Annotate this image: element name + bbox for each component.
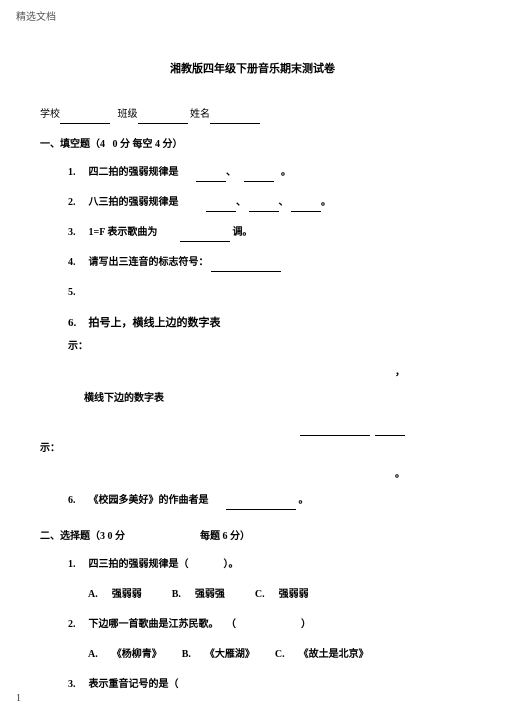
q2-b2 [249,200,279,212]
s2-q2: 2. 下边哪一首歌曲是江苏民歌。 （ ） [68,616,465,634]
label-class: 班级 [118,109,138,120]
label-school: 学校 [40,109,60,120]
q6: 6. 拍号上，横线上边的数字表 [68,314,465,334]
q1-b2 [244,170,274,182]
o1c: 强弱弱 [279,589,309,600]
q4-text: 请写出三连音的标志符号： [89,257,209,268]
o1a: 强弱弱 [112,589,142,600]
oc: C. [255,589,265,600]
q6c-text: 《校园多美好》的作曲者是 [89,495,209,506]
dot1: 。 [281,167,291,178]
q2-b3 [291,200,321,212]
q2-text: 八三拍的强弱规律是 [89,197,179,208]
q3-text-b: 调。 [232,227,252,238]
q3-text-a: 1=F 表示歌曲为 [89,227,158,238]
section2-head: 二、选择题（3 0 分 每题 6 分） [40,528,465,546]
o2a: 《杨柳青》 [112,649,162,660]
q6-shi: 示： [68,338,465,356]
s2-q1-num: 1. [68,556,86,574]
blank-class [138,112,188,124]
s2-q2-num: 2. [68,616,86,634]
section1-head: 一、填空题（4 0 分 每空 4 分） [40,136,465,154]
q6-dot: ， [40,364,465,382]
s2-q1: 1. 四三拍的强弱规律是（ ）。 [68,556,465,574]
s2-head-b: 每题 6 分） [200,528,250,546]
dot2: 。 [321,197,331,208]
q3: 3. 1=F 表示歌曲为 调。 [68,224,465,242]
oa2: A. [88,649,98,660]
blank-school [60,112,110,124]
s2-q2-text-b: （ [226,619,236,630]
q6b-dot: 。 [40,466,465,484]
q6b: 横线下边的数字表 [84,390,465,408]
o2b: 《大雁湖》 [205,649,255,660]
s2-q1-opts: A. 强弱弱 B. 强弱强 C. 强弱弱 [88,586,465,604]
q6b-b1 [300,424,370,436]
s2-q3-num: 3. [68,676,86,694]
comma1: ， [395,367,405,378]
q2-b1 [206,200,236,212]
oc2: C. [275,649,285,660]
q6-num: 6. [68,314,86,334]
s2-q3: 3. 表示重音记号的是（ [68,676,465,694]
q6c-num: 6. [68,492,86,510]
q5: 5. [68,284,465,302]
q6-text: 拍号上，横线上边的数字表 [89,317,221,329]
q1-num: 1. [68,164,86,182]
q1: 1. 四二拍的强弱规律是 、 。 [68,164,465,182]
s2-q2-text-c: ） [301,619,311,630]
doc-title: 湘教版四年级下册音乐期末测试卷 [40,60,465,80]
dun1: 、 [226,167,236,178]
q6b-b2 [375,424,405,436]
dun2: 、 [236,197,246,208]
q1-b1 [196,170,226,182]
o2c: 《故土是北京》 [299,649,369,660]
q6c-b [226,498,296,510]
q4-b [211,260,281,272]
s2-q2-text-a: 下边哪一首歌曲是江苏民歌。 [89,619,219,630]
q2: 2. 八三拍的强弱规律是 、 、 。 [68,194,465,212]
dot4: 。 [299,495,309,506]
o1b: 强弱强 [195,589,225,600]
dun3: 、 [279,197,289,208]
ob2: B. [182,649,191,660]
label-name: 姓名 [190,109,210,120]
q5-num: 5. [68,284,86,302]
s2-q1-end: ）。 [224,559,239,570]
oa: A. [88,589,98,600]
page-number: 1 [16,693,21,704]
page-content: 湘教版四年级下册音乐期末测试卷 学校 班级 姓名 一、填空题（4 0 分 每空 … [0,0,505,726]
s2-q3-text: 表示重音记号的是（ [89,679,179,690]
q6c: 6. 《校园多美好》的作曲者是 。 [68,492,465,510]
q2-num: 2. [68,194,86,212]
q6b-shi: 示： [40,440,465,458]
q1-text: 四二拍的强弱规律是 [89,167,179,178]
q3-b [180,230,230,242]
s1-head-a: 一、填空题（4 [40,139,105,150]
q6b-blank-row [40,418,465,436]
ob: B. [172,589,181,600]
s2-head-a: 二、选择题（3 0 分 [40,528,200,546]
blank-name [210,112,260,124]
q3-num: 3. [68,224,86,242]
dot3: 。 [395,469,405,480]
info-line: 学校 班级 姓名 [40,106,465,124]
q4-num: 4. [68,254,86,272]
s1-head-b: 0 分 每空 4 分） [113,139,183,150]
watermark: 精选文档 [16,8,56,23]
s2-q2-opts: A. 《杨柳青》 B. 《大雁湖》 C. 《故土是北京》 [88,646,465,664]
s2-q1-text: 四三拍的强弱规律是（ [89,559,189,570]
q4: 4. 请写出三连音的标志符号： [68,254,465,272]
